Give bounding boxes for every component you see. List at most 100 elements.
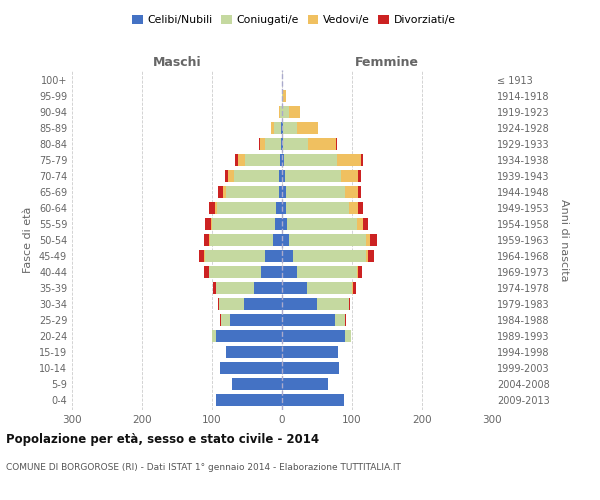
Bar [265, 250, 282, 262]
Bar [273, 234, 282, 246]
Bar [205, 250, 282, 262]
Bar [226, 346, 282, 358]
Bar [282, 250, 366, 262]
Bar [199, 250, 282, 262]
Bar [282, 346, 338, 358]
Bar [224, 170, 282, 182]
Bar [211, 218, 282, 230]
Bar [282, 170, 358, 182]
Bar [226, 346, 282, 358]
Bar [279, 170, 282, 182]
Bar [215, 202, 282, 214]
Bar [232, 378, 282, 390]
Bar [282, 218, 368, 230]
Bar [282, 154, 361, 166]
Bar [282, 90, 286, 102]
Bar [282, 266, 357, 278]
Bar [210, 234, 282, 246]
Bar [260, 138, 282, 150]
Bar [232, 378, 282, 390]
Bar [282, 234, 377, 246]
Bar [282, 154, 362, 166]
Bar [278, 186, 282, 198]
Bar [215, 330, 282, 342]
Bar [282, 122, 283, 134]
Bar [209, 234, 282, 246]
Bar [220, 314, 282, 326]
Bar [282, 122, 318, 134]
Bar [221, 314, 282, 326]
Bar [212, 218, 282, 230]
Y-axis label: Fasce di età: Fasce di età [23, 207, 33, 273]
Bar [282, 298, 349, 310]
Bar [282, 218, 362, 230]
Bar [282, 170, 285, 182]
Bar [271, 122, 282, 134]
Bar [215, 282, 282, 294]
Bar [271, 122, 282, 134]
Bar [282, 378, 328, 390]
Bar [275, 218, 282, 230]
Bar [282, 202, 349, 214]
Bar [282, 250, 374, 262]
Bar [282, 138, 308, 150]
Bar [282, 378, 328, 390]
Bar [223, 186, 282, 198]
Bar [282, 330, 350, 342]
Bar [282, 378, 328, 390]
Bar [219, 298, 282, 310]
Bar [282, 186, 361, 198]
Bar [282, 154, 284, 166]
Bar [282, 138, 337, 150]
Bar [244, 298, 282, 310]
Bar [209, 266, 282, 278]
Bar [215, 394, 282, 406]
Bar [281, 122, 282, 134]
Bar [282, 186, 345, 198]
Bar [282, 298, 317, 310]
Bar [282, 90, 286, 102]
Bar [220, 362, 282, 374]
Bar [282, 346, 338, 358]
Bar [217, 202, 282, 214]
Bar [282, 250, 293, 262]
Bar [282, 314, 346, 326]
Bar [234, 170, 282, 182]
Bar [282, 170, 341, 182]
Bar [282, 218, 287, 230]
Bar [282, 282, 307, 294]
Bar [220, 362, 282, 374]
Bar [282, 394, 344, 406]
Bar [215, 394, 282, 406]
Bar [282, 362, 340, 374]
Text: COMUNE DI BORGOROSE (RI) - Dati ISTAT 1° gennaio 2014 - Elaborazione TUTTITALIA.: COMUNE DI BORGOROSE (RI) - Dati ISTAT 1°… [6, 462, 401, 471]
Text: Popolazione per età, sesso e stato civile - 2014: Popolazione per età, sesso e stato civil… [6, 432, 319, 446]
Bar [282, 186, 358, 198]
Bar [215, 282, 282, 294]
Y-axis label: Anni di nascita: Anni di nascita [559, 198, 569, 281]
Bar [282, 346, 338, 358]
Bar [282, 314, 345, 326]
Text: Femmine: Femmine [355, 56, 419, 69]
Bar [282, 266, 358, 278]
Bar [282, 394, 344, 406]
Bar [212, 282, 282, 294]
Bar [282, 234, 289, 246]
Bar [220, 362, 282, 374]
Bar [282, 362, 340, 374]
Bar [209, 202, 282, 214]
Bar [282, 250, 368, 262]
Bar [203, 234, 282, 246]
Bar [232, 378, 282, 390]
Bar [205, 218, 282, 230]
Bar [215, 394, 282, 406]
Bar [282, 154, 337, 166]
Bar [261, 266, 282, 278]
Bar [282, 138, 283, 150]
Bar [280, 106, 282, 118]
Bar [254, 282, 282, 294]
Bar [204, 250, 282, 262]
Bar [282, 202, 358, 214]
Bar [220, 362, 282, 374]
Bar [218, 298, 282, 310]
